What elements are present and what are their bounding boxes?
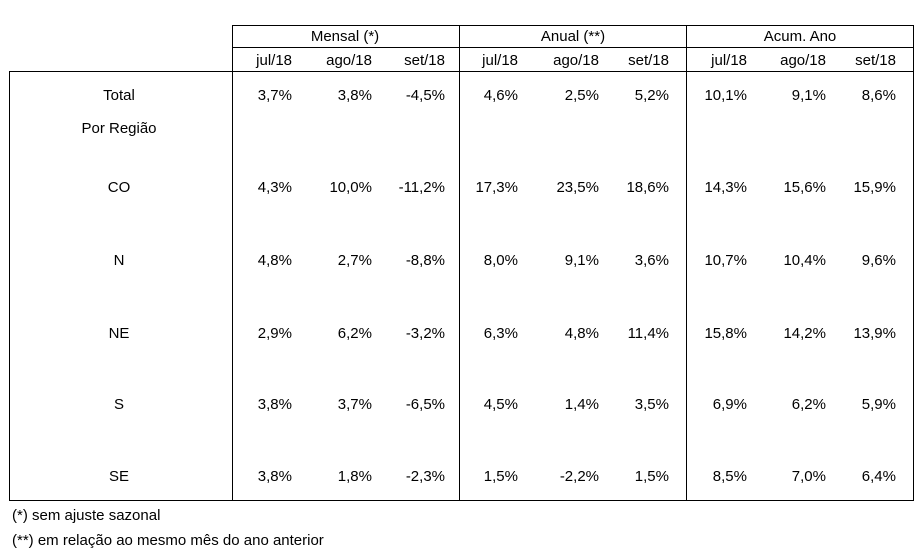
group-header-1: Mensal (*) — [310, 28, 380, 45]
cell-s-5: 1,4% — [564, 396, 599, 413]
month-header-9: set/18 — [855, 52, 896, 69]
row-label-co: CO — [107, 179, 131, 196]
cell-s-9: 5,9% — [861, 396, 896, 413]
cell-se-9: 6,4% — [861, 468, 896, 485]
cell-s-6: 3,5% — [634, 396, 669, 413]
cell-co-2: 10,0% — [329, 179, 372, 196]
row-label-total: Total — [103, 87, 135, 104]
footnote-1: (*) sem ajuste sazonal — [12, 507, 161, 524]
month-header-4: jul/18 — [482, 52, 518, 69]
footnote-2: (**) em relação ao mesmo mês do ano ante… — [12, 532, 324, 549]
row-label-se: SE — [108, 468, 130, 485]
cell-co-9: 15,9% — [853, 179, 896, 196]
cell-n-7: 10,7% — [704, 252, 747, 269]
cell-total-2: 3,8% — [337, 87, 372, 104]
cell-n-5: 9,1% — [564, 252, 599, 269]
row-label-n: N — [113, 252, 125, 269]
month-header-6: set/18 — [628, 52, 669, 69]
cell-se-8: 7,0% — [791, 468, 826, 485]
month-header-3: set/18 — [404, 52, 445, 69]
cell-s-1: 3,8% — [257, 396, 292, 413]
cell-se-5: -2,2% — [559, 468, 599, 485]
cell-ne-4: 6,3% — [483, 325, 518, 342]
label-column-divider — [232, 25, 233, 501]
left-border — [9, 71, 10, 501]
cell-n-3: -8,8% — [405, 252, 445, 269]
header-divider — [232, 47, 914, 48]
cell-s-4: 4,5% — [483, 396, 518, 413]
cell-total-8: 9,1% — [791, 87, 826, 104]
right-border — [913, 25, 914, 501]
cell-ne-7: 15,8% — [704, 325, 747, 342]
cell-se-6: 1,5% — [634, 468, 669, 485]
anual-acum-divider — [686, 25, 687, 501]
body-top-border — [9, 71, 914, 72]
header-top-border — [232, 25, 914, 26]
row-label-ne: NE — [108, 325, 130, 342]
body-bottom-border — [9, 500, 914, 501]
cell-se-1: 3,8% — [257, 468, 292, 485]
cell-s-3: -6,5% — [405, 396, 445, 413]
group-header-3: Acum. Ano — [763, 28, 837, 45]
cell-co-1: 4,3% — [257, 179, 292, 196]
cell-co-8: 15,6% — [783, 179, 826, 196]
cell-co-6: 18,6% — [626, 179, 669, 196]
cell-se-7: 8,5% — [712, 468, 747, 485]
cell-ne-8: 14,2% — [783, 325, 826, 342]
month-header-7: jul/18 — [711, 52, 747, 69]
cell-se-3: -2,3% — [405, 468, 445, 485]
cell-total-3: -4,5% — [405, 87, 445, 104]
cell-se-2: 1,8% — [337, 468, 372, 485]
cell-co-3: -11,2% — [398, 179, 445, 196]
cell-total-5: 2,5% — [564, 87, 599, 104]
mensal-anual-divider — [459, 25, 460, 501]
cell-co-7: 14,3% — [704, 179, 747, 196]
cell-n-8: 10,4% — [783, 252, 826, 269]
cell-ne-2: 6,2% — [337, 325, 372, 342]
cell-total-7: 10,1% — [704, 87, 747, 104]
cell-s-2: 3,7% — [337, 396, 372, 413]
cell-n-6: 3,6% — [634, 252, 669, 269]
cell-ne-1: 2,9% — [257, 325, 292, 342]
month-header-5: ago/18 — [553, 52, 599, 69]
cell-se-4: 1,5% — [483, 468, 518, 485]
cell-co-4: 17,3% — [475, 179, 518, 196]
month-header-2: ago/18 — [326, 52, 372, 69]
cell-co-5: 23,5% — [556, 179, 599, 196]
cell-ne-3: -3,2% — [405, 325, 445, 342]
cell-n-1: 4,8% — [257, 252, 292, 269]
cell-total-1: 3,7% — [257, 87, 292, 104]
cell-ne-6: 11,4% — [627, 325, 669, 342]
cell-s-8: 6,2% — [791, 396, 826, 413]
month-header-8: ago/18 — [780, 52, 826, 69]
cell-total-4: 4,6% — [483, 87, 518, 104]
cell-n-2: 2,7% — [337, 252, 372, 269]
cell-s-7: 6,9% — [712, 396, 747, 413]
month-header-1: jul/18 — [256, 52, 292, 69]
cell-ne-9: 13,9% — [853, 325, 896, 342]
section-label: Por Região — [81, 120, 157, 137]
row-label-s: S — [113, 396, 125, 413]
group-header-2: Anual (**) — [540, 28, 606, 45]
cell-total-9: 8,6% — [861, 87, 896, 104]
cell-n-9: 9,6% — [861, 252, 896, 269]
cell-total-6: 5,2% — [634, 87, 669, 104]
cell-n-4: 8,0% — [483, 252, 518, 269]
cell-ne-5: 4,8% — [564, 325, 599, 342]
